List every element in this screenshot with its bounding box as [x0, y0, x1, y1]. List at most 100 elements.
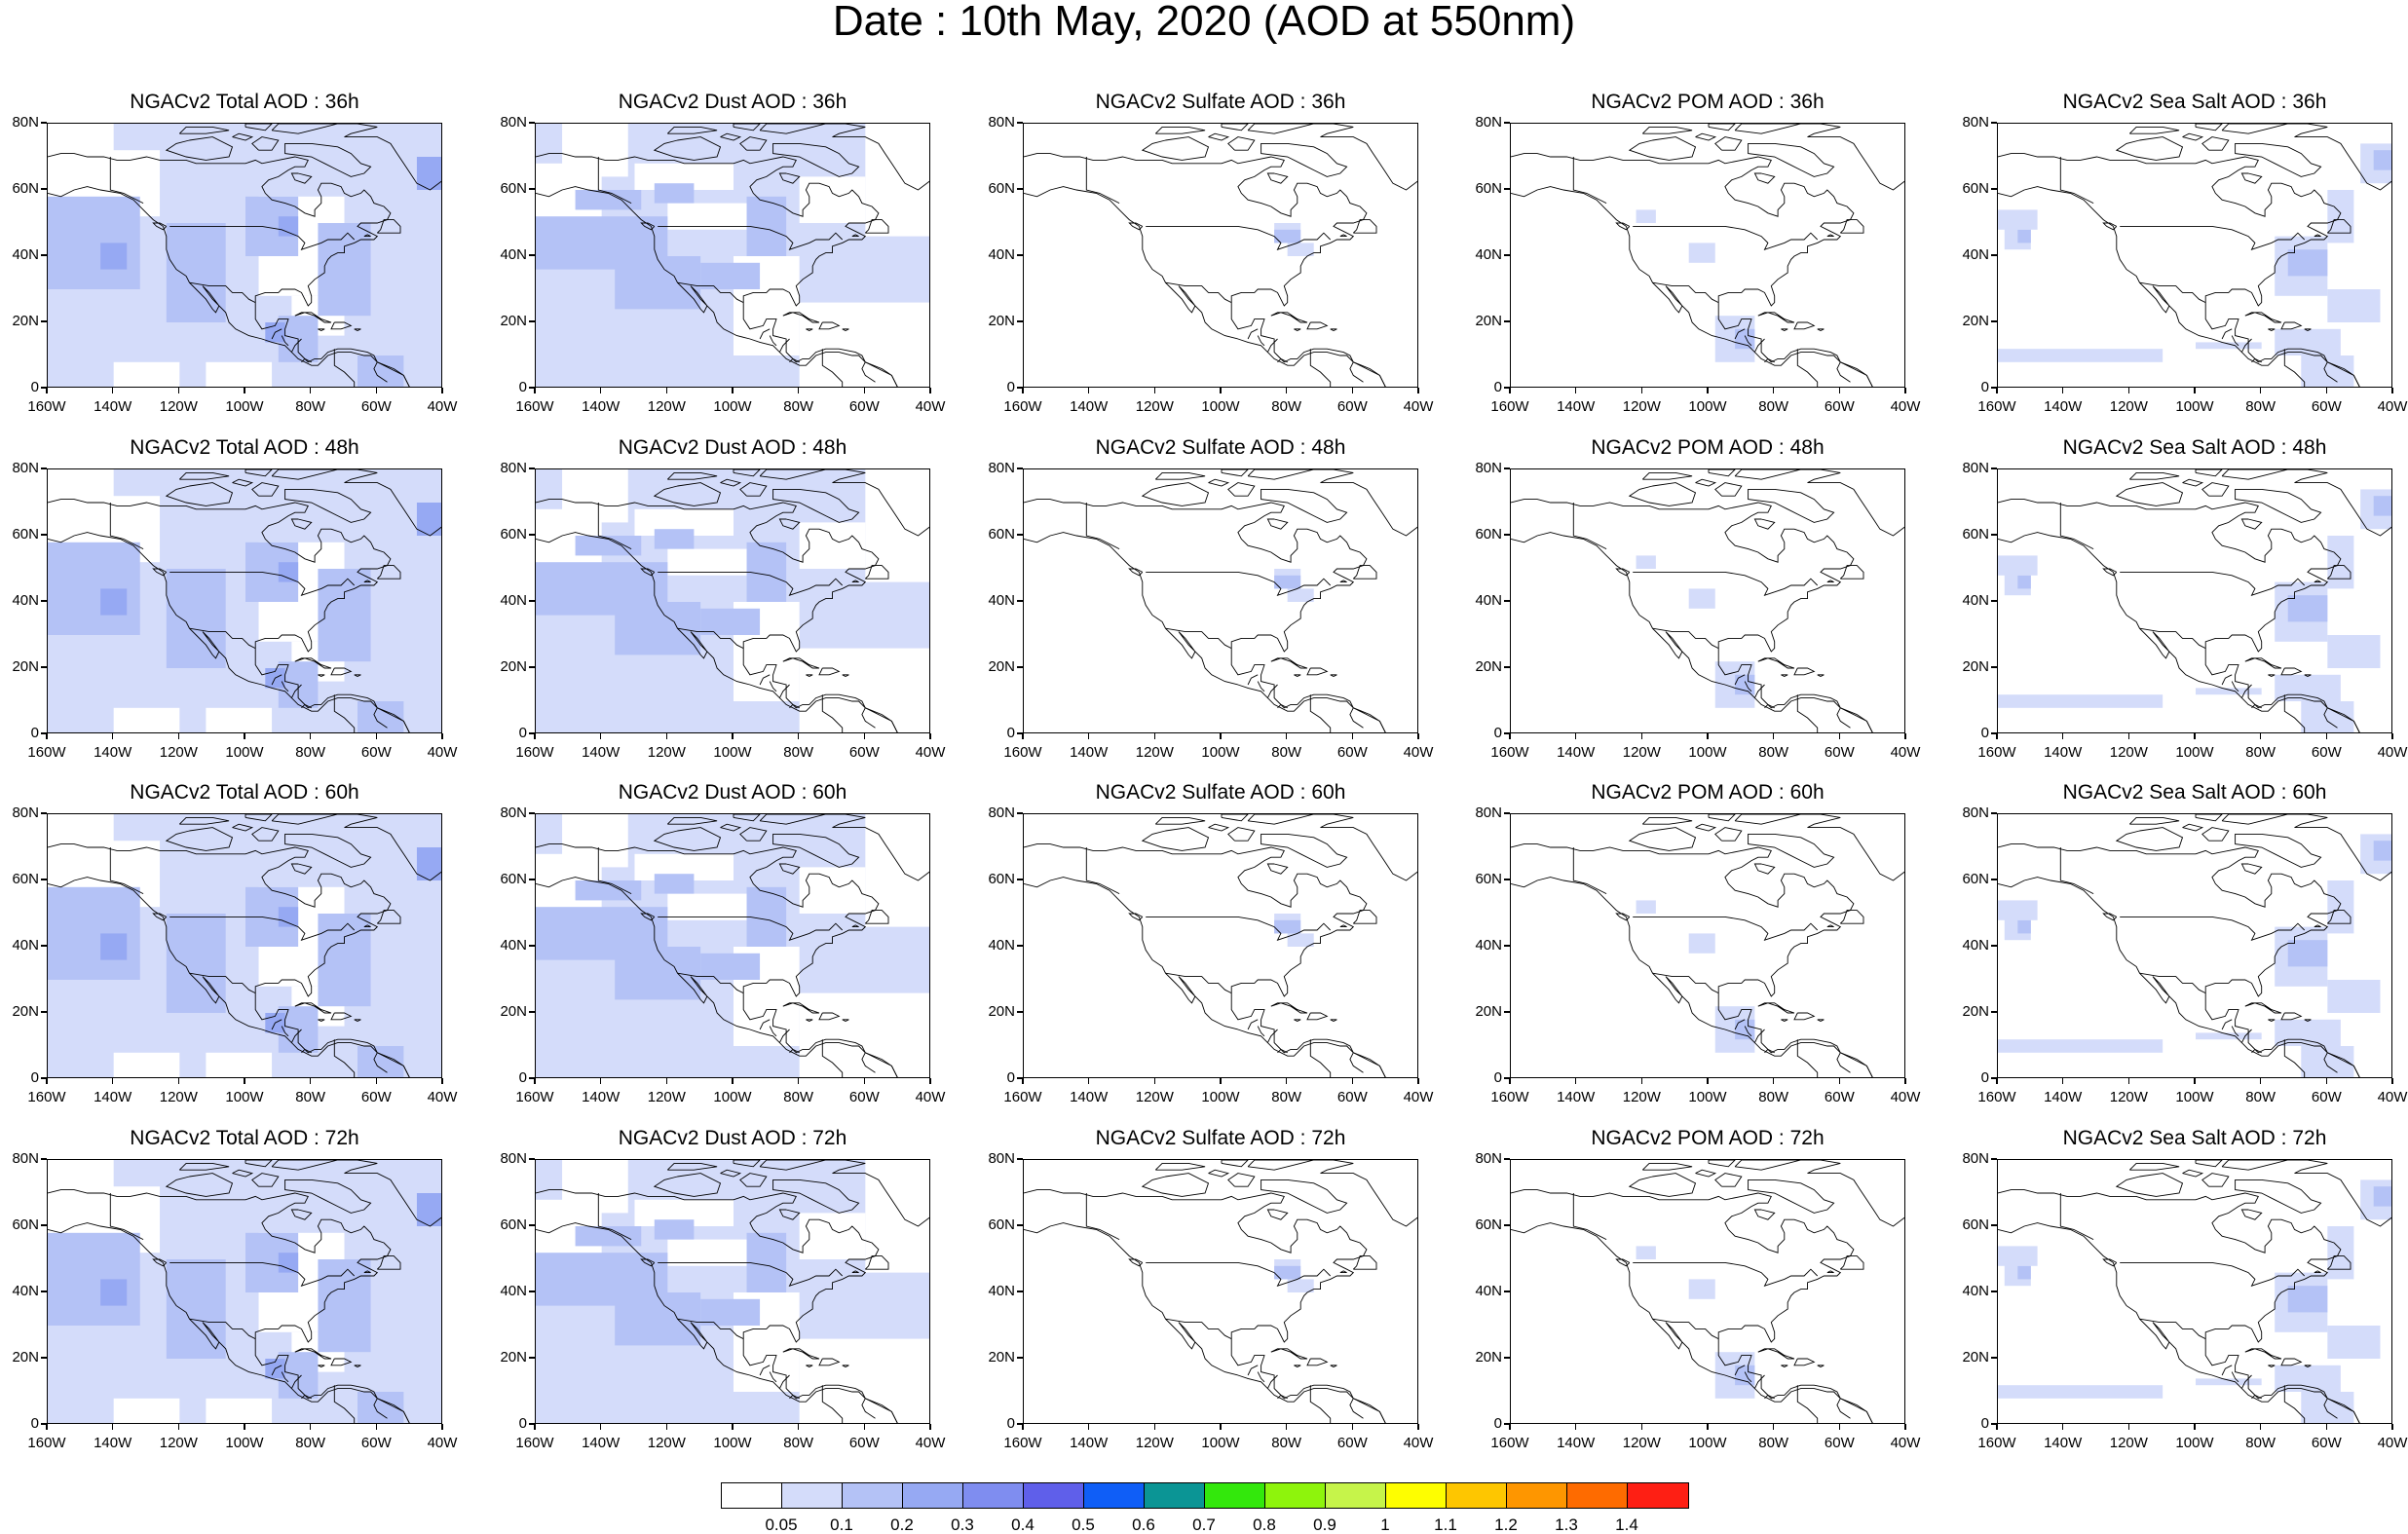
coastline	[301, 1048, 312, 1054]
coastline	[1572, 157, 1607, 205]
coastline	[1817, 674, 1825, 678]
coastline	[778, 518, 801, 530]
y-tick-label: 20N	[12, 1349, 39, 1366]
y-tick-mark	[1504, 468, 1510, 469]
y-tick-mark	[1504, 1224, 1510, 1226]
coastline	[1330, 1365, 1337, 1368]
y-tick-label: 0	[30, 725, 39, 741]
y-tick-label: 80N	[988, 460, 1015, 476]
x-tick-mark	[2061, 1078, 2064, 1084]
coastline	[2240, 863, 2263, 875]
coastline	[1572, 503, 1607, 550]
coastline	[109, 1193, 144, 1241]
coastline	[152, 913, 168, 921]
x-tick-label: 40W	[1403, 1435, 1434, 1451]
coastline	[2120, 571, 2306, 596]
coastline	[376, 219, 401, 234]
coastline	[2182, 823, 2204, 832]
aod-shading-cell	[700, 953, 761, 980]
coastline	[1734, 674, 1746, 686]
aod-shading-cell	[206, 1052, 273, 1077]
y-tick-label: 80N	[1962, 460, 1989, 476]
panel-title: NGACv2 Dust AOD : 72h	[618, 1127, 847, 1149]
coastline	[861, 1398, 876, 1419]
aod-shading-cell	[113, 1052, 180, 1077]
coastline	[1511, 877, 1873, 1077]
aod-shading-cell	[2275, 1019, 2341, 1046]
x-tick-mark	[2391, 1424, 2393, 1430]
coastline	[733, 469, 761, 477]
coastline	[653, 482, 722, 506]
coastline	[1309, 1039, 1332, 1077]
aod-field-map	[536, 814, 929, 1077]
coastline	[284, 142, 372, 177]
x-tick-mark	[665, 1424, 668, 1430]
coastline	[1633, 571, 1819, 596]
x-tick-label: 80W	[783, 1089, 814, 1105]
y-tick-label: 20N	[988, 658, 1015, 675]
coastline	[363, 580, 371, 583]
x-tick-mark	[1220, 1424, 1222, 1430]
coastline	[318, 328, 325, 332]
coastline	[271, 1019, 282, 1030]
coastline	[2251, 1048, 2262, 1054]
coastline	[789, 1394, 800, 1400]
coastline	[1270, 312, 1308, 323]
coastline	[1024, 1222, 1386, 1423]
coastline	[1748, 833, 1835, 868]
y-tick-mark	[41, 320, 47, 322]
y-tick-mark	[1017, 320, 1023, 322]
coastline	[1247, 674, 1259, 686]
aod-shading-cell	[1287, 1279, 1314, 1292]
coastline	[232, 823, 254, 832]
x-tick-label: 160W	[1490, 1435, 1529, 1451]
aod-shading-cell	[654, 183, 695, 204]
x-tick-label: 40W	[915, 1089, 946, 1105]
x-tick-label: 100W	[713, 398, 752, 415]
coastline	[1227, 482, 1256, 497]
aod-shading-cell	[562, 1160, 628, 1214]
coastline	[1714, 827, 1743, 842]
coastline	[245, 469, 273, 477]
coastline	[109, 503, 144, 550]
coastline	[733, 124, 761, 131]
x-tick-label: 100W	[713, 744, 752, 761]
coastline	[1352, 219, 1377, 234]
coastline	[1309, 1385, 1332, 1423]
y-tick-label: 0	[1980, 1415, 1989, 1432]
coastline	[1294, 1019, 1301, 1023]
coastline	[2304, 328, 2312, 332]
x-tick-label: 80W	[2245, 744, 2276, 761]
y-tick-label: 80N	[500, 1150, 527, 1167]
coastline	[1615, 568, 1631, 577]
aod-field-map	[1511, 469, 1904, 732]
x-tick-label: 160W	[27, 744, 66, 761]
coastline	[1257, 1026, 1265, 1037]
map-frame	[535, 123, 930, 388]
y-tick-mark	[1504, 732, 1510, 734]
x-tick-label: 160W	[1490, 398, 1529, 415]
coastline	[1349, 1052, 1364, 1073]
y-tick-label: 20N	[500, 1349, 527, 1366]
y-tick-label: 60N	[1475, 180, 1502, 197]
y-tick-label: 0	[1006, 1415, 1015, 1432]
coastline	[354, 1019, 361, 1023]
x-tick-mark	[2061, 388, 2064, 393]
y-tick-mark	[41, 1357, 47, 1359]
y-tick-label: 80N	[500, 114, 527, 131]
coastline	[1781, 1365, 1788, 1368]
coastline	[851, 1270, 859, 1274]
coastline	[290, 684, 302, 698]
coastline	[778, 338, 790, 353]
coastline	[2139, 281, 2206, 304]
coastline	[1165, 281, 1232, 304]
y-tick-mark	[1017, 387, 1023, 389]
coastline	[232, 478, 254, 487]
y-tick-mark	[529, 254, 535, 256]
coastline	[1793, 321, 1816, 330]
x-tick-mark	[441, 733, 443, 739]
coastline	[1306, 1358, 1329, 1366]
x-tick-mark	[2194, 733, 2196, 739]
x-tick-mark	[665, 388, 668, 393]
coastline	[1146, 1261, 1332, 1287]
